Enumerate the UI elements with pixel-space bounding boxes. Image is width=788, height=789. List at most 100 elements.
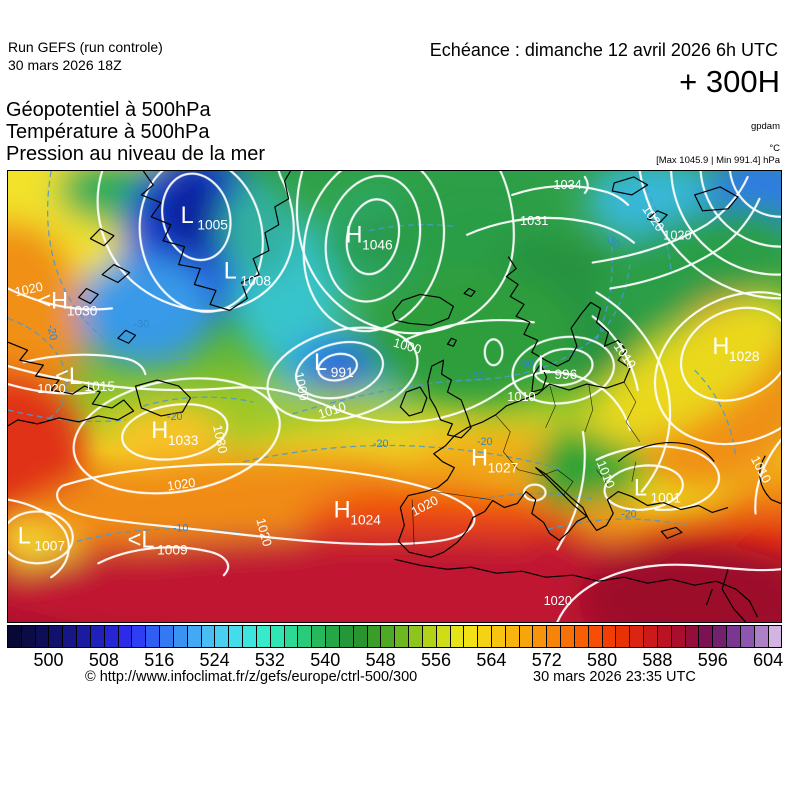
colorbar-cell (409, 626, 423, 647)
colorbar-cell (422, 626, 437, 647)
temperature-label: -30 (518, 358, 534, 370)
colorbar-cell (173, 626, 188, 647)
colorbar-cell (602, 626, 617, 647)
colorbar-cell (561, 626, 575, 647)
pressure-center-value: 1030 (67, 302, 98, 318)
colorbar-cell (685, 626, 700, 647)
colorbar-cell (367, 626, 382, 647)
isobar-label: 1010 (507, 389, 535, 404)
pressure-center-symbol: L (181, 203, 194, 229)
colorbar-cell (339, 626, 354, 647)
unit-temperature: °C (769, 143, 780, 154)
isobar-label: 1020 (37, 381, 65, 396)
temperature-label: -30 (469, 370, 485, 382)
colorbar-tick-label: 604 (753, 650, 784, 670)
colorbar-cell (243, 626, 257, 647)
colorbar-cell (671, 626, 686, 647)
minmax-pressure: [Max 1045.9 | Min 991.4] hPa (656, 155, 780, 166)
temperature-label: -20 (44, 323, 59, 341)
colorbar-cell (298, 626, 313, 647)
colorbar-cell (491, 626, 506, 647)
pressure-center-symbol: <L (128, 527, 155, 553)
parameter-list: Géopotentiel à 500hPa Température à 500h… (6, 99, 265, 165)
colorbar-tick-label: 516 (144, 650, 175, 670)
colorbar-cell (326, 626, 340, 647)
colorbar-cell (312, 626, 327, 647)
colorbar-cell (229, 626, 244, 647)
colorbar-cell (21, 626, 36, 647)
colorbar-tick-label: 556 (420, 650, 452, 670)
colorbar-cell (201, 626, 216, 647)
pressure-center-value: 991 (331, 364, 354, 380)
weather-map: L 1005 L 1008 H 1046 <H 1030 <L 1015 H 1033 L 1007 <L 1… (7, 170, 782, 623)
colorbar-cell (284, 626, 299, 647)
colorbar-cell (478, 626, 492, 647)
valid-time: Echéance : dimanche 12 avril 2026 6h UTC (429, 40, 778, 60)
pressure-center-value: 1005 (197, 217, 228, 233)
isobar-label: 1030 (210, 423, 230, 454)
colorbar (7, 625, 782, 648)
pressure-center-value: 1033 (168, 432, 199, 448)
colorbar-cell (630, 626, 645, 647)
colorbar-cell (464, 626, 479, 647)
generation-timestamp: 30 mars 2026 23:35 UTC (533, 669, 696, 685)
pressure-center-symbol: H (151, 418, 168, 444)
colorbar-tick-label: 524 (199, 650, 230, 670)
colorbar-cell (8, 626, 22, 647)
isobar-label: 1020 (663, 228, 691, 243)
isobar-label: 1020 (544, 593, 572, 608)
temperature-label: -20 (477, 436, 493, 448)
colorbar-cell (118, 626, 133, 647)
run-date: 30 mars 2026 18Z (8, 57, 122, 73)
isobar-label: 1000 (292, 371, 312, 402)
pressure-center-value: 1046 (362, 237, 393, 253)
colorbar-cell (768, 626, 782, 647)
colorbar-tick-label: 588 (642, 650, 673, 670)
pressure-center-value: 1015 (85, 378, 116, 394)
pressure-center-symbol: L (314, 350, 327, 376)
colorbar-tick-label: 508 (88, 650, 119, 670)
colorbar-cell (395, 626, 410, 647)
colorbar-cell (616, 626, 631, 647)
colorbar-tick-label: 548 (365, 650, 396, 670)
pressure-center-value: 996 (554, 366, 577, 382)
colorbar-cell (77, 626, 91, 647)
colorbar-cell (104, 626, 119, 647)
pressure-center-value: 1001 (651, 489, 682, 505)
isobar-label: 1031 (520, 213, 548, 228)
colorbar-ticks: 500 508 516 524 532 540 548 556 564 572 580 588 596 6… (7, 650, 784, 670)
temperature-label: -20 (621, 508, 637, 520)
pressure-center-symbol: H (345, 223, 362, 249)
pressure-center-value: 1027 (488, 460, 519, 476)
colorbar-tick-label: 540 (310, 650, 341, 670)
parameter-geopotential: Géopotentiel à 500hPa (6, 99, 211, 121)
colorbar-cell (256, 626, 271, 647)
pressure-center-symbol: H (712, 334, 729, 360)
colorbar-tick-label: 500 (33, 650, 64, 670)
colorbar-tick-label: 564 (476, 650, 507, 670)
lead-time: + 300H (679, 64, 780, 99)
parameter-pressure: Pression au niveau de la mer (6, 143, 266, 165)
colorbar-cell (727, 626, 741, 647)
colorbar-cell (90, 626, 105, 647)
pressure-center-symbol: L (634, 475, 647, 501)
colorbar-cell (574, 626, 589, 647)
colorbar-cell (132, 626, 147, 647)
run-info: Run GEFS (run controle) 30 mars 2026 18Z (8, 38, 163, 74)
colorbar-cell (699, 626, 714, 647)
colorbar-cell (436, 626, 451, 647)
pressure-center-value: 1024 (350, 511, 381, 527)
unit-geopotential: gpdam (750, 121, 780, 132)
temperature-label: -20 (373, 438, 389, 450)
pressure-center-value: 1009 (157, 541, 188, 557)
colorbar-cell (146, 626, 161, 647)
pressure-center-symbol: <H (37, 288, 68, 314)
colorbar-cell (63, 626, 78, 647)
pressure-center-value: 1007 (34, 537, 65, 553)
colorbar-cell (740, 626, 755, 647)
colorbar-cell (644, 626, 658, 647)
temperature-field-layer (8, 171, 781, 622)
colorbar-cell (353, 626, 368, 647)
colorbar-cell (49, 626, 64, 647)
